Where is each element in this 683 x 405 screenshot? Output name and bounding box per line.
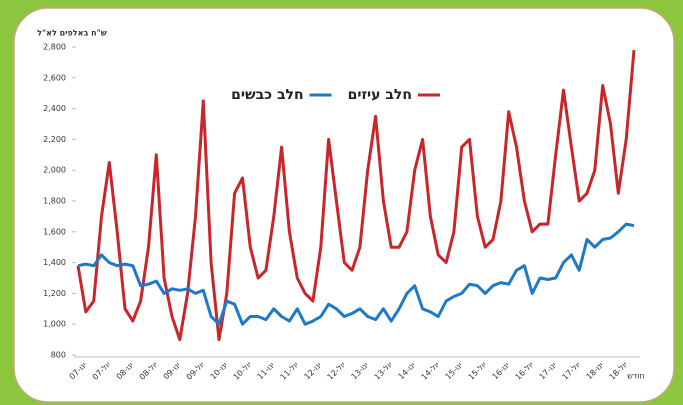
y-tick-label: 2,600 bbox=[43, 73, 66, 82]
y-tick-label: 1,800 bbox=[43, 197, 66, 206]
panel bbox=[13, 7, 675, 403]
y-tick-label: 1,600 bbox=[43, 227, 66, 236]
x-axis-label: חודש bbox=[627, 372, 644, 381]
legend-label: חלב כבשים bbox=[231, 87, 303, 103]
series-line bbox=[76, 49, 636, 342]
y-tick-label: 1,000 bbox=[43, 320, 66, 329]
y-tick-label: 800 bbox=[51, 351, 66, 360]
y-tick-label: 1,400 bbox=[43, 258, 66, 267]
y-tick-label: 1,200 bbox=[43, 289, 66, 298]
series-line bbox=[77, 222, 635, 326]
legend-label: חלב עיזים bbox=[348, 87, 412, 103]
y-axis-label: ש"ח באלפים לא"ל bbox=[37, 29, 107, 38]
y-tick-label: 2,800 bbox=[43, 43, 66, 52]
y-tick-label: 2,000 bbox=[43, 166, 66, 175]
y-tick-label: 2,400 bbox=[43, 104, 66, 113]
y-tick-label: 2,200 bbox=[43, 135, 66, 144]
